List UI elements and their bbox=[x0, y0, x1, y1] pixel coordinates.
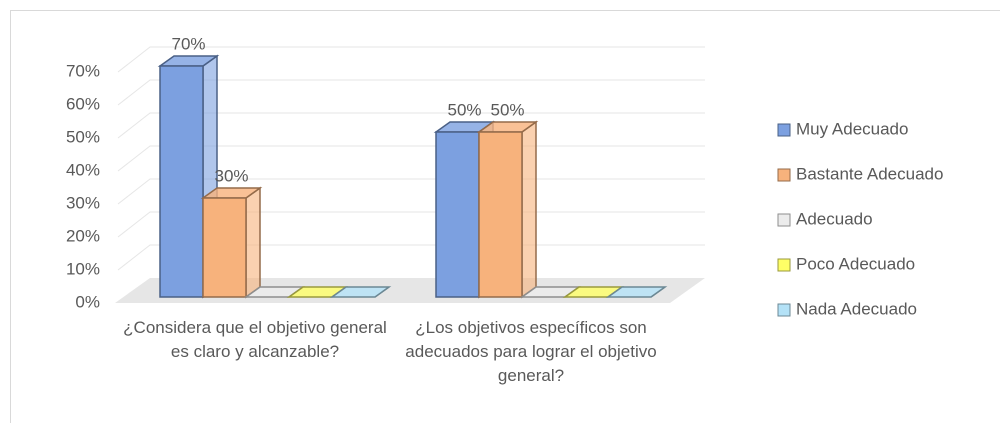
legend-swatch bbox=[777, 123, 791, 137]
legend-swatch bbox=[777, 168, 791, 182]
y-tick-label: 0% bbox=[75, 292, 100, 311]
legend-swatch bbox=[777, 303, 791, 317]
legend-label: Bastante Adecuado bbox=[796, 164, 943, 183]
chart-frame bbox=[10, 10, 1000, 423]
legend-label: Nada Adecuado bbox=[796, 299, 917, 318]
x-tick-label: ¿Los objetivos específicos son adecuados… bbox=[405, 318, 657, 385]
legend-label: Adecuado bbox=[796, 209, 873, 228]
bar bbox=[329, 286, 392, 298]
grid-line bbox=[117, 112, 705, 139]
data-label: 50% bbox=[490, 100, 524, 119]
data-label: 70% bbox=[171, 34, 205, 53]
y-tick-label: 50% bbox=[66, 127, 100, 146]
bar bbox=[200, 186, 263, 299]
bar bbox=[476, 120, 539, 299]
data-label: 30% bbox=[214, 166, 248, 185]
legend-label: Muy Adecuado bbox=[796, 119, 908, 138]
legend-label: Poco Adecuado bbox=[796, 254, 915, 273]
x-tick-label: ¿Considera que el objetivo general es cl… bbox=[123, 318, 387, 361]
legend-swatch bbox=[777, 258, 791, 272]
data-label: 50% bbox=[447, 100, 481, 119]
y-tick-label: 10% bbox=[66, 259, 100, 278]
y-tick-label: 40% bbox=[66, 160, 100, 179]
y-tick-label: 70% bbox=[66, 61, 100, 80]
bar bbox=[605, 286, 668, 298]
grid-line bbox=[117, 79, 705, 106]
y-tick-label: 20% bbox=[66, 226, 100, 245]
grid-line bbox=[117, 46, 705, 73]
y-tick-label: 30% bbox=[66, 193, 100, 212]
y-tick-label: 60% bbox=[66, 94, 100, 113]
legend-swatch bbox=[777, 213, 791, 227]
